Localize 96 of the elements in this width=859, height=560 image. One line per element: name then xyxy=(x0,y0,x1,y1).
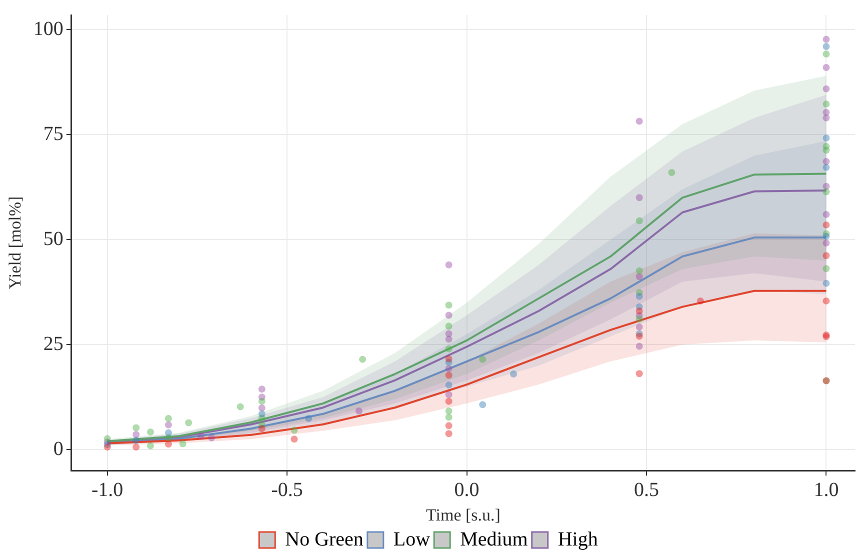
x-tick-label: 1.0 xyxy=(814,478,839,501)
point xyxy=(258,386,266,393)
point xyxy=(104,444,111,451)
point xyxy=(179,440,186,448)
point xyxy=(445,302,452,309)
point xyxy=(236,403,244,410)
point xyxy=(445,322,452,330)
point xyxy=(822,188,830,196)
point xyxy=(164,415,172,422)
point xyxy=(164,429,172,436)
point xyxy=(258,425,266,432)
point xyxy=(636,217,643,224)
point xyxy=(445,430,452,438)
point xyxy=(822,252,830,260)
point xyxy=(636,308,643,315)
x-axis-title: Time [s.u.] xyxy=(426,505,500,524)
point xyxy=(164,440,172,448)
point xyxy=(445,407,452,414)
point xyxy=(258,398,266,405)
point xyxy=(132,424,140,432)
point xyxy=(445,355,452,362)
point xyxy=(822,64,830,71)
point xyxy=(636,273,643,280)
point xyxy=(445,391,452,398)
point xyxy=(290,426,298,434)
y-tick-label: 75 xyxy=(43,122,64,145)
point xyxy=(636,194,643,202)
point xyxy=(510,370,518,378)
point xyxy=(445,312,452,319)
x-tick-label: 0.0 xyxy=(454,478,480,501)
point xyxy=(822,134,830,142)
point xyxy=(822,100,830,108)
point xyxy=(822,50,830,58)
point xyxy=(445,422,452,430)
point xyxy=(822,146,830,154)
point xyxy=(696,297,704,304)
point xyxy=(197,432,204,440)
point xyxy=(132,444,140,451)
point xyxy=(636,292,643,300)
point xyxy=(146,442,154,450)
y-tick-label: 25 xyxy=(43,332,64,355)
point xyxy=(258,410,266,418)
x-tick-label: 0.5 xyxy=(634,478,660,501)
point xyxy=(479,356,486,363)
point xyxy=(445,261,452,268)
legend-label: Low xyxy=(393,528,431,550)
point xyxy=(445,372,452,379)
point xyxy=(822,297,830,304)
point xyxy=(668,168,676,176)
point xyxy=(208,434,216,442)
legend-label: High xyxy=(558,528,598,550)
point xyxy=(355,407,362,414)
point xyxy=(822,164,830,171)
point xyxy=(822,36,830,43)
point xyxy=(445,381,452,388)
point xyxy=(132,436,140,444)
point xyxy=(822,210,830,218)
point xyxy=(445,336,452,343)
point xyxy=(822,221,830,228)
y-tick-label: 50 xyxy=(43,228,64,250)
point xyxy=(636,323,643,330)
point xyxy=(479,401,486,408)
point xyxy=(822,232,830,240)
point xyxy=(822,265,830,272)
point xyxy=(104,435,111,442)
point xyxy=(445,414,452,421)
point xyxy=(822,158,830,166)
y-tick-label: 100 xyxy=(33,18,64,40)
x-tick-label: -1.0 xyxy=(92,478,124,501)
point xyxy=(146,428,154,436)
point xyxy=(359,356,366,363)
point xyxy=(636,332,643,340)
point xyxy=(822,280,830,287)
point xyxy=(822,114,830,122)
point xyxy=(636,118,643,125)
point xyxy=(822,240,830,247)
y-tick-label: 0 xyxy=(53,438,64,460)
point xyxy=(636,316,643,323)
point xyxy=(822,85,830,92)
legend-label: Medium xyxy=(460,528,528,550)
point xyxy=(445,345,452,352)
point xyxy=(132,430,140,438)
point xyxy=(164,421,172,428)
point xyxy=(185,419,192,426)
point xyxy=(445,365,452,372)
x-tick-label: -0.5 xyxy=(271,478,303,501)
legend-label: No Green xyxy=(285,528,364,550)
point xyxy=(636,267,643,274)
y-axis-title: Yield [mol%] xyxy=(6,196,25,290)
point xyxy=(445,398,452,405)
point xyxy=(258,404,266,412)
point xyxy=(636,342,643,350)
point xyxy=(305,415,312,422)
point xyxy=(636,370,643,378)
point xyxy=(290,436,298,443)
point xyxy=(822,42,830,50)
